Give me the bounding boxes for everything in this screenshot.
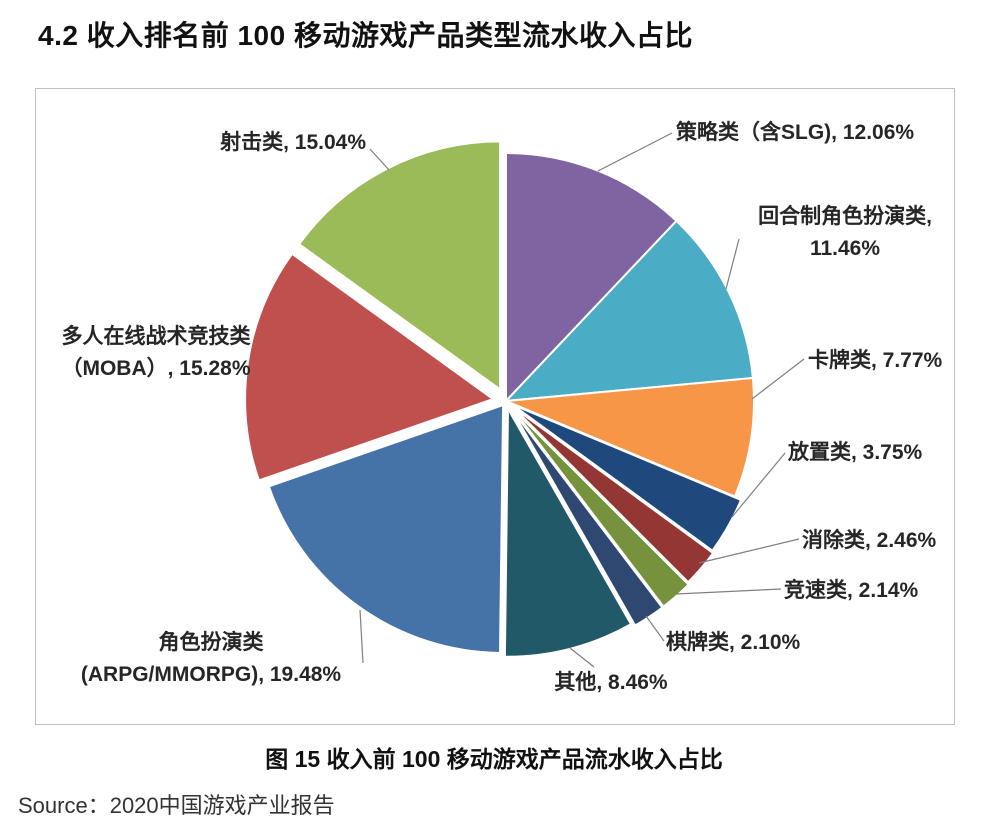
leader-line-shooter: [369, 148, 390, 171]
slice-label-line: 其他, 8.46%: [554, 671, 668, 694]
leader-line-other: [569, 647, 595, 668]
slice-label-line: 多人在线战术竞技类: [61, 325, 251, 348]
slice-label-line: （MOBA）, 15.28%: [61, 357, 251, 380]
slice-label-turn-based-rpg: 回合制角色扮演类, 11.46%: [736, 201, 954, 265]
slice-label-line: 策略类（含SLG), 12.06%: [676, 121, 915, 144]
slice-label-racing: 竞速类, 2.14%: [784, 577, 954, 604]
slice-label-other: 其他, 8.46%: [516, 669, 706, 696]
pie-slice-card: [505, 376, 755, 498]
slice-label-moba: 多人在线战术竞技类 （MOBA）, 15.28%: [36, 321, 276, 385]
slice-label-line: 消除类, 2.46%: [802, 529, 937, 552]
slice-label-line: 棋牌类, 2.10%: [666, 631, 801, 654]
pie-slice-moba: [244, 252, 496, 482]
pie-slice-board-card: [511, 409, 664, 627]
slice-label-strategy-slg: 策略类（含SLG), 12.06%: [676, 119, 954, 146]
pie-svg: [244, 132, 805, 668]
leader-line-strategy-slg: [597, 132, 673, 172]
slice-label-line: 11.46%: [809, 237, 881, 260]
slice-label-line: 竞速类, 2.14%: [784, 579, 919, 602]
pie-slice-racing: [512, 408, 691, 609]
pie-slice-match-elimination: [512, 406, 715, 584]
pie-slice-arpg-mmorpg: [267, 403, 505, 655]
leader-line-idle: [731, 452, 786, 518]
slice-label-line: 角色扮演类: [158, 631, 264, 654]
source-line: Source：2020中国游戏产业报告: [18, 793, 335, 818]
chart-area: 策略类（含SLG), 12.06% 回合制角色扮演类, 11.46% 卡牌类, 7.7…: [35, 88, 955, 725]
pie-slice-strategy-slg: [505, 151, 678, 404]
slice-label-line: 回合制角色扮演类,: [758, 205, 932, 228]
slice-label-idle: 放置类, 3.75%: [788, 439, 954, 466]
slice-label-card: 卡牌类, 7.77%: [808, 347, 954, 374]
leader-line-match-elimination: [698, 538, 800, 564]
leader-line-racing: [675, 588, 782, 595]
slice-label-shooter: 射击类, 15.04%: [121, 129, 366, 156]
leader-line-turn-based-rpg: [725, 238, 740, 290]
pie-slice-turn-based-rpg: [503, 219, 754, 403]
page-title: 4.2 收入排名前 100 移动游戏产品类型流水收入占比: [38, 20, 693, 51]
leader-line-board-card: [645, 615, 665, 642]
slice-label-line: 射击类, 15.04%: [220, 131, 366, 154]
slice-label-match-elimination: 消除类, 2.46%: [802, 527, 954, 554]
slice-label-line: 放置类, 3.75%: [788, 441, 923, 464]
leader-line-card: [751, 358, 805, 400]
slice-label-arpg-mmorpg: 角色扮演类 (ARPG/MMORPG), 19.48%: [46, 627, 376, 691]
leader-line-arpg-mmorpg: [359, 609, 364, 664]
slice-label-line: (ARPG/MMORPG), 19.48%: [80, 663, 342, 686]
figure-caption: 图 15 收入前 100 移动游戏产品流水收入占比: [265, 746, 723, 772]
slice-label-board-card: 棋牌类, 2.10%: [666, 629, 866, 656]
slice-label-line: 卡牌类, 7.77%: [808, 349, 943, 372]
pie-slice-idle: [511, 403, 743, 553]
